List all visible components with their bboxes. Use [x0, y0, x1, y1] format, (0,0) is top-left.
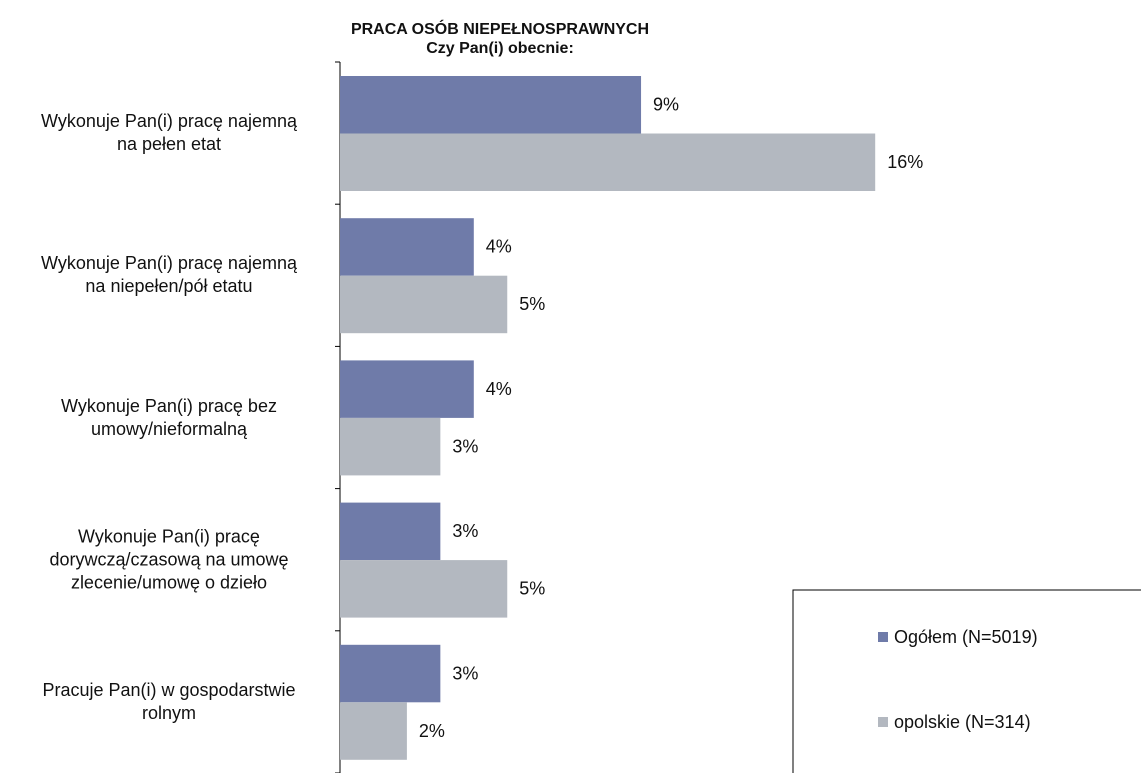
bar: [340, 360, 474, 418]
legend-label: Ogółem (N=5019): [894, 627, 1038, 647]
legend-label: opolskie (N=314): [894, 712, 1031, 732]
data-label: 2%: [419, 721, 445, 741]
category-label: Wykonuje Pan(i) pracę najemną na niepełe…: [41, 253, 297, 297]
data-label: 3%: [452, 521, 478, 541]
chart-subtitle: Czy Pan(i) obecnie:: [426, 40, 574, 57]
data-label: 5%: [519, 579, 545, 599]
bar: [340, 218, 474, 276]
bar: [340, 76, 642, 134]
bar: [340, 502, 441, 561]
bar: [340, 133, 876, 191]
bar: [340, 560, 508, 618]
category-label: Wykonuje Pan(i) pracę bez umowy/nieforma…: [61, 395, 277, 439]
data-label: 16%: [887, 152, 923, 172]
bar: [340, 275, 508, 334]
legend-swatch: [878, 632, 888, 642]
bar: [340, 702, 407, 760]
category-label: Wykonuje Pan(i) pracę dorywczą/czasową n…: [49, 526, 289, 593]
category-label: Wykonuje Pan(i) pracę najemną na pełen e…: [41, 111, 297, 155]
data-label: 3%: [452, 436, 478, 456]
bar: [340, 644, 441, 703]
category-label: Pracuje Pan(i) w gospodarstwie rolnym: [42, 679, 296, 723]
data-label: 5%: [519, 294, 545, 314]
bar: [340, 417, 441, 476]
data-label: 4%: [486, 379, 512, 399]
legend-box: [792, 589, 1141, 773]
data-label: 3%: [452, 663, 478, 683]
data-label: 9%: [653, 95, 679, 115]
chart-title: PRACA OSÓB NIEPEŁNOSPRAWNYCH: [350, 21, 650, 38]
legend-swatch: [878, 717, 888, 727]
data-label: 4%: [486, 237, 512, 257]
